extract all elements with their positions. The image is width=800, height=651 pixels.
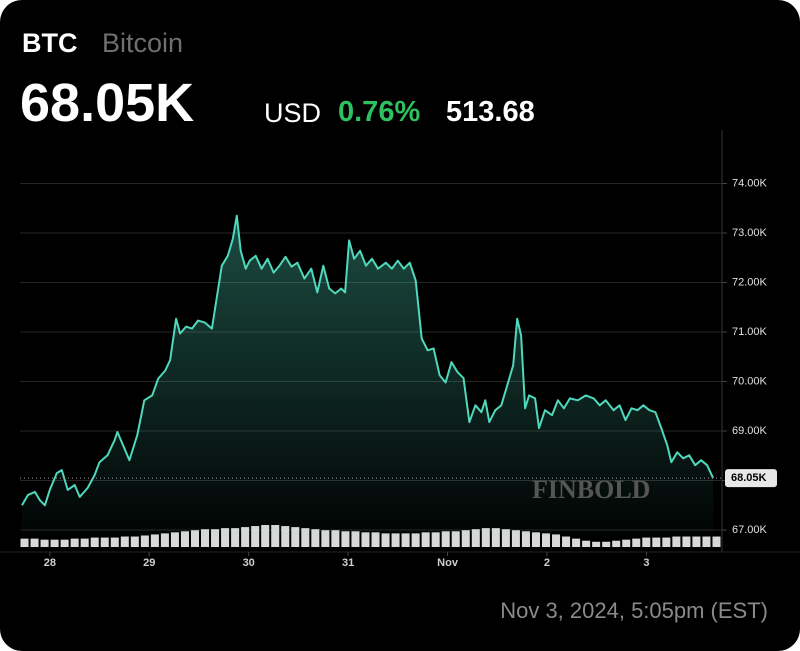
volume-bar	[261, 525, 270, 547]
x-tick-label: 30	[243, 557, 255, 569]
volume-bar	[692, 536, 701, 547]
volume-bar	[60, 539, 69, 547]
volume-bar	[712, 536, 721, 547]
x-tick-label: 31	[342, 557, 354, 569]
volume-bar	[361, 532, 370, 547]
volume-bar	[190, 530, 200, 547]
price: 68.05K	[20, 73, 195, 133]
volume-bar	[552, 534, 561, 547]
volume-bar	[221, 528, 230, 547]
volume-bar	[331, 530, 340, 547]
volume-bar	[622, 539, 631, 547]
volume-bar	[351, 531, 360, 547]
x-tick-label: Nov	[437, 557, 459, 569]
volume-bar	[30, 538, 39, 547]
volume-bar	[201, 529, 210, 547]
volume-bar	[321, 530, 330, 547]
y-tick-label: 69.00K	[732, 425, 768, 437]
volume-bar	[411, 533, 420, 547]
change: 513.68	[446, 96, 535, 128]
volume-bar	[150, 534, 159, 547]
volume-bar	[471, 529, 480, 547]
volume-bar	[291, 527, 300, 547]
timestamp: Nov 3, 2024, 5:05pm (EST)	[500, 598, 768, 623]
volume-bar	[110, 537, 119, 547]
volume-bar	[632, 538, 641, 547]
volume-bar	[582, 540, 591, 547]
volume-bar	[180, 531, 189, 547]
volume-bar	[80, 538, 89, 547]
volume-bar	[521, 531, 530, 547]
volume-bar	[50, 539, 59, 547]
volume-bar	[481, 528, 490, 547]
y-tick-label: 72.00K	[732, 276, 768, 288]
volume-bar	[541, 533, 551, 547]
volume-bar	[120, 536, 129, 547]
volume-bar	[511, 530, 520, 547]
volume-bar	[341, 531, 350, 547]
y-tick-label: 73.00K	[732, 227, 768, 239]
volume-bar	[371, 532, 380, 547]
volume-bar	[441, 531, 450, 547]
volume-bar	[401, 533, 410, 547]
volume-bar	[702, 536, 711, 547]
volume-bar	[130, 536, 139, 547]
watermark: FINBOLD	[532, 475, 650, 504]
volume-bar	[431, 532, 440, 547]
volume-bar	[602, 541, 611, 547]
volume-bar	[491, 528, 500, 547]
volume-bar	[251, 526, 260, 547]
volume-bar	[592, 541, 601, 547]
volume-bar	[281, 526, 290, 547]
volume-bar	[231, 528, 240, 547]
last-price-box	[725, 469, 777, 488]
volume-bar	[642, 537, 651, 547]
volume-bar	[501, 529, 510, 547]
x-tick-label: 3	[643, 557, 649, 569]
y-tick-label: 67.00K	[732, 524, 768, 536]
volume-bar	[662, 537, 671, 547]
volume-bar	[301, 528, 310, 547]
currency: USD	[264, 98, 322, 128]
volume-bar	[241, 527, 250, 547]
volume-bar	[90, 537, 99, 547]
volume-bar	[100, 537, 109, 547]
volume-bar	[381, 533, 390, 547]
y-tick-label: 70.00K	[732, 375, 768, 387]
volume-bar	[562, 536, 571, 547]
volume-bar	[160, 533, 169, 547]
volume-bar	[672, 536, 681, 547]
volume-bar	[40, 539, 49, 547]
y-tick-label: 71.00K	[732, 326, 768, 338]
volume-bar	[211, 529, 220, 547]
volume-bar	[451, 531, 460, 547]
volume-bar	[612, 540, 621, 547]
volume-bar	[421, 532, 430, 547]
x-tick-label: 28	[44, 557, 56, 569]
volume-bar	[391, 533, 400, 547]
volume-bar	[682, 536, 691, 547]
y-tick-label: 74.00K	[732, 177, 768, 189]
volume-bar	[652, 537, 661, 547]
price-area	[22, 215, 714, 535]
change-percent: 0.76%	[338, 96, 421, 128]
last-price-label: 68.05K	[731, 472, 767, 484]
volume-bar	[311, 529, 320, 547]
volume-bar	[461, 530, 470, 547]
x-tick-label: 2	[544, 557, 550, 569]
volume-bar	[572, 538, 581, 547]
volume-bar	[20, 538, 29, 547]
volume-bar	[271, 525, 280, 547]
volume-bar	[531, 532, 540, 547]
symbol: BTC	[22, 28, 78, 58]
asset-name: Bitcoin	[102, 28, 184, 58]
price-line	[21, 214, 715, 507]
volume-bar	[170, 532, 179, 547]
volume-bar	[140, 535, 149, 547]
x-tick-label: 29	[143, 557, 155, 569]
volume-bar	[70, 538, 79, 547]
